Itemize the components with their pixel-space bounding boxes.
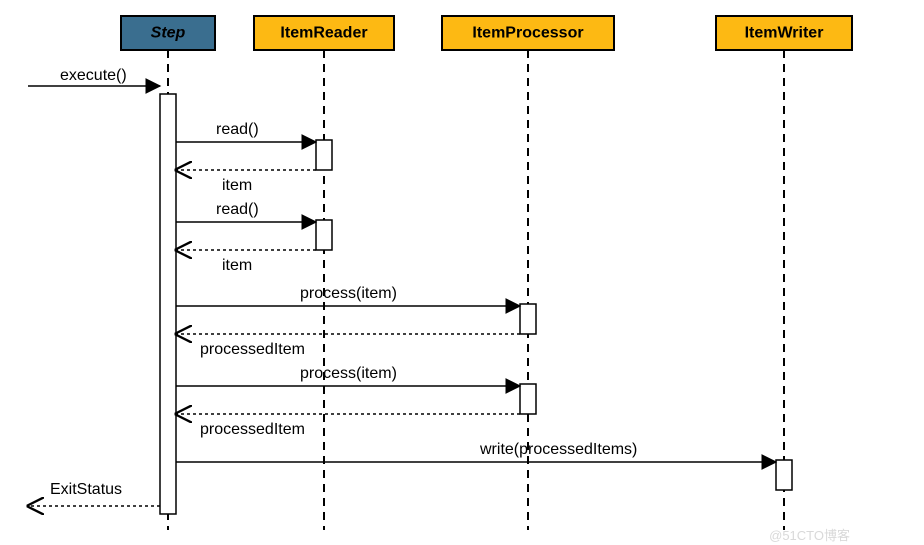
activation-1 [316,140,332,170]
message-label-3: read() [216,201,259,218]
message-label-5: process(item) [300,285,397,302]
sequence-diagram: Step ItemReader ItemProcessor ItemWriter exe… [0,0,924,545]
header-label-writer: ItemWriter [745,25,824,42]
header-label-step: Step [151,25,186,42]
message-label-0: execute() [60,67,127,84]
message-label-4: item [222,257,252,274]
activation-3 [316,220,332,250]
message-label-9: write(processedItems) [479,441,637,458]
activation-5 [520,304,536,334]
message-label-6: processedItem [200,341,305,358]
activation-step [160,94,176,514]
message-label-8: processedItem [200,421,305,438]
message-label-10: ExitStatus [50,481,122,498]
message-label-7: process(item) [300,365,397,382]
message-label-2: item [222,177,252,194]
activation-7 [520,384,536,414]
header-label-reader: ItemReader [280,25,367,42]
header-label-processor: ItemProcessor [472,25,583,42]
watermark: @51CTO博客 [769,528,850,543]
activation-9 [776,460,792,490]
message-label-1: read() [216,121,259,138]
